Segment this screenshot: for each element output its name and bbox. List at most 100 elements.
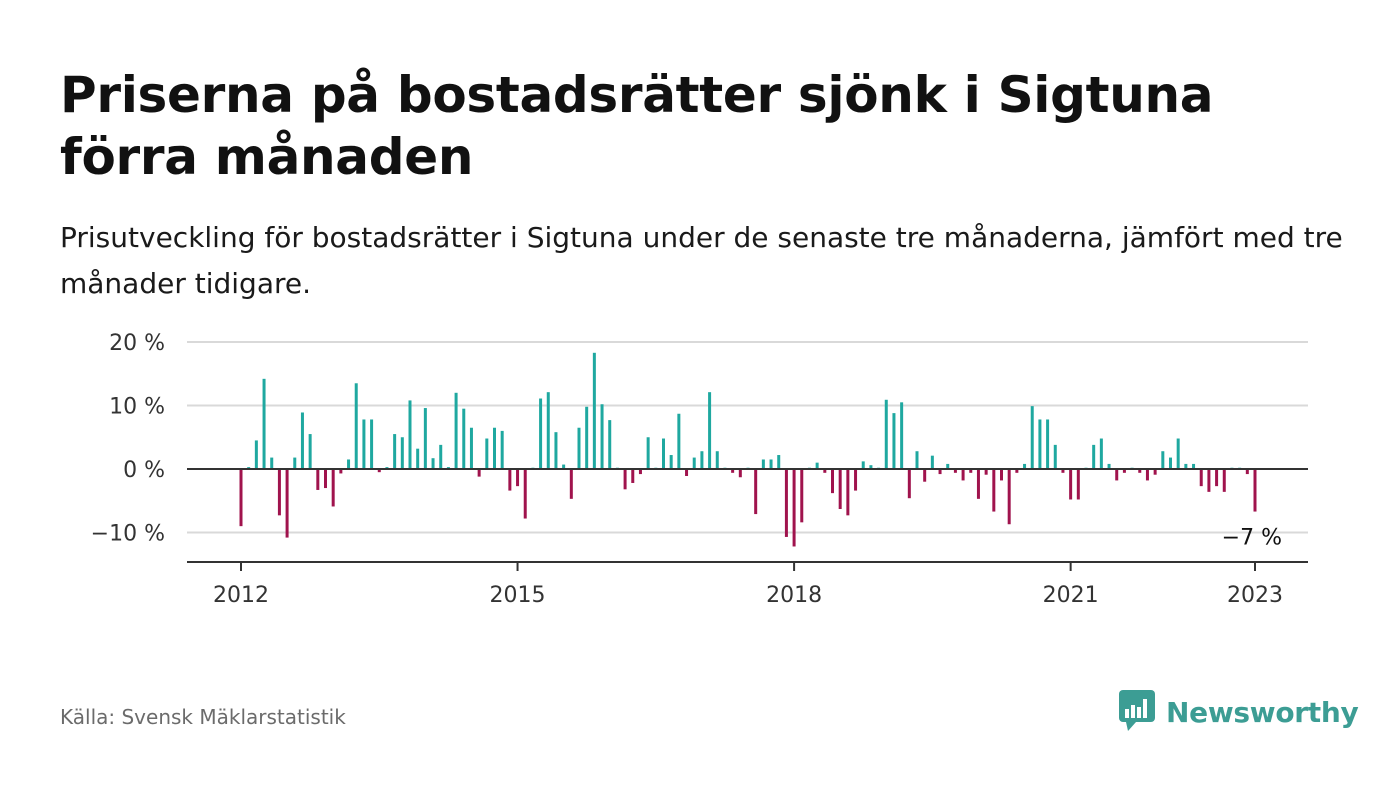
bar (516, 469, 520, 487)
bar (262, 378, 266, 469)
y-tick-label: 20 % (109, 331, 165, 356)
bar (577, 427, 581, 469)
bar (285, 469, 289, 538)
bar (669, 455, 673, 469)
x-tick-label: 2021 (1043, 583, 1099, 608)
bar (1038, 419, 1042, 469)
bar (907, 469, 911, 499)
bar (339, 469, 343, 474)
bar (700, 451, 704, 469)
chart-subtitle: Prisutveckling för bostadsrätter i Sigtu… (60, 221, 1343, 300)
y-tick-label: 0 % (123, 458, 165, 483)
bar (792, 469, 796, 547)
bar (1069, 469, 1073, 500)
newsworthy-logo-icon (1118, 688, 1156, 736)
grid-lines (187, 341, 1308, 534)
bar (900, 402, 904, 469)
bar (1023, 463, 1027, 469)
bar (754, 469, 758, 515)
bar (600, 404, 604, 469)
bar (838, 469, 842, 509)
bar (1099, 438, 1103, 469)
bar (539, 398, 543, 469)
bar (239, 469, 243, 527)
bar (1007, 469, 1011, 525)
bar (969, 469, 973, 473)
bar (761, 459, 765, 469)
bar (685, 469, 689, 476)
bar (1199, 469, 1203, 487)
bar (469, 427, 473, 469)
axes (187, 468, 1308, 571)
bar (324, 469, 327, 489)
brand-name: Newsworthy (1166, 695, 1359, 729)
bar (293, 457, 297, 469)
bar (331, 469, 335, 507)
bar (1046, 419, 1050, 469)
bar (1215, 469, 1219, 487)
bar (270, 457, 274, 469)
bar (784, 469, 788, 537)
bar (961, 469, 965, 481)
bar (316, 469, 320, 490)
bar (308, 434, 312, 469)
bar (546, 392, 550, 469)
bar (631, 469, 635, 483)
chart-title: Priserna på bostadsrätter sjönk i Sigtun… (60, 66, 1214, 186)
bar (423, 408, 427, 469)
bar (400, 437, 404, 469)
bar (1192, 463, 1196, 469)
bar (984, 469, 988, 475)
bar (354, 383, 358, 469)
bar (854, 469, 858, 491)
bar (777, 455, 781, 469)
bar (692, 457, 696, 469)
axis-labels: 20 % 10 % 0 % −10 % 2012 2015 2018 2021 2023 −7 % (91, 331, 1283, 608)
bar (831, 469, 834, 494)
bar (861, 461, 865, 469)
bar (1122, 469, 1126, 473)
y-tick-label: 10 % (109, 395, 165, 420)
bar (362, 419, 366, 469)
bar (569, 469, 573, 499)
bar (523, 469, 527, 519)
bar (938, 469, 942, 475)
bar (1245, 469, 1249, 475)
bar (923, 469, 927, 482)
bar (500, 430, 504, 469)
bar (662, 438, 665, 469)
bar (277, 469, 281, 516)
bar (677, 413, 681, 469)
bar (554, 432, 558, 469)
bar (300, 412, 304, 470)
bar (915, 451, 919, 469)
bar (439, 444, 443, 469)
bar (623, 469, 627, 490)
bar (1145, 469, 1149, 481)
source-note: Källa: Svensk Mäklarstatistik (60, 705, 346, 729)
x-tick-label: 2012 (213, 583, 269, 608)
bar (377, 469, 381, 473)
bar (1138, 469, 1142, 473)
last-value-annotation: −7 % (1222, 526, 1282, 551)
bar (800, 469, 804, 523)
brand-logo[interactable]: Newsworthy (1118, 688, 1359, 736)
y-tick-label: −10 % (91, 522, 165, 547)
bar (946, 463, 950, 469)
bar (815, 462, 819, 469)
bar (585, 406, 589, 469)
bar (769, 459, 773, 469)
bar (1153, 469, 1157, 475)
bar (562, 464, 566, 469)
bar (930, 455, 934, 469)
bar (408, 400, 412, 469)
bar (416, 448, 420, 469)
bar (646, 437, 650, 469)
bar (477, 469, 481, 477)
bar (1115, 469, 1119, 481)
bar (454, 392, 458, 469)
bar (738, 469, 742, 478)
bar (638, 469, 642, 475)
bar (1053, 444, 1057, 469)
